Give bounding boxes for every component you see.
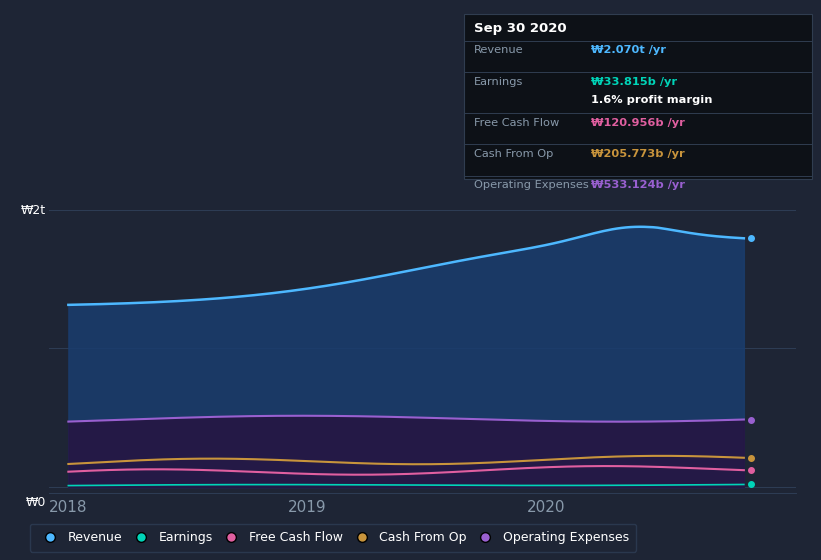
Legend: Revenue, Earnings, Free Cash Flow, Cash From Op, Operating Expenses: Revenue, Earnings, Free Cash Flow, Cash … bbox=[30, 524, 636, 552]
Text: ₩2t: ₩2t bbox=[21, 204, 45, 217]
Text: Cash From Op: Cash From Op bbox=[474, 149, 553, 159]
Text: ₩120.956b /yr: ₩120.956b /yr bbox=[591, 118, 685, 128]
Text: Operating Expenses: Operating Expenses bbox=[474, 180, 589, 190]
Text: ₩33.815b /yr: ₩33.815b /yr bbox=[591, 77, 677, 87]
Text: Earnings: Earnings bbox=[474, 77, 523, 87]
Text: Revenue: Revenue bbox=[474, 45, 523, 55]
Text: ₩533.124b /yr: ₩533.124b /yr bbox=[591, 180, 685, 190]
Text: Free Cash Flow: Free Cash Flow bbox=[474, 118, 559, 128]
Text: ₩0: ₩0 bbox=[25, 496, 45, 509]
Text: Sep 30 2020: Sep 30 2020 bbox=[474, 22, 566, 35]
Text: 1.6% profit margin: 1.6% profit margin bbox=[591, 95, 713, 105]
Text: ₩205.773b /yr: ₩205.773b /yr bbox=[591, 149, 685, 159]
Text: ₩2.070t /yr: ₩2.070t /yr bbox=[591, 45, 666, 55]
